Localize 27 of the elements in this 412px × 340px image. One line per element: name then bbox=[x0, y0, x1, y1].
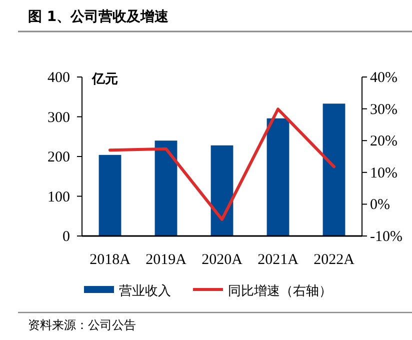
y2-tick-label: 0% bbox=[370, 197, 390, 214]
bar bbox=[210, 145, 234, 236]
bar bbox=[266, 118, 290, 236]
legend-label: 同比增速（右轴） bbox=[228, 284, 332, 299]
y-tick-label: 300 bbox=[48, 110, 70, 126]
text: 资料来源：公司公告 bbox=[28, 318, 136, 332]
bar bbox=[322, 104, 346, 236]
bar bbox=[154, 140, 178, 236]
x-tick-label: 2021A bbox=[258, 252, 299, 268]
y2-tick-label: 30% bbox=[370, 102, 398, 118]
y-tick-label: 0 bbox=[62, 229, 70, 245]
y2-tick-label: 40% bbox=[370, 70, 398, 86]
y-tick-label: 200 bbox=[48, 150, 70, 166]
y-axis-title: 亿元 bbox=[91, 72, 118, 87]
bar bbox=[98, 154, 122, 236]
line-series bbox=[108, 108, 336, 221]
x-tick-label: 2018A bbox=[90, 252, 131, 268]
legend-label: 营业收入 bbox=[119, 284, 171, 299]
y-tick-label: 400 bbox=[48, 70, 70, 86]
y2-tick-label: 10% bbox=[370, 165, 398, 182]
x-tick-label: 2020A bbox=[202, 252, 243, 268]
y-tick-label: 100 bbox=[48, 189, 70, 206]
chart-title: 图 1、公司营收及增速 bbox=[28, 9, 170, 25]
y2-tick-label: -10% bbox=[370, 229, 402, 245]
x-tick-label: 2019A bbox=[146, 252, 187, 268]
y2-tick-label: 20% bbox=[370, 134, 398, 150]
x-tick-label: 2022A bbox=[314, 252, 355, 268]
